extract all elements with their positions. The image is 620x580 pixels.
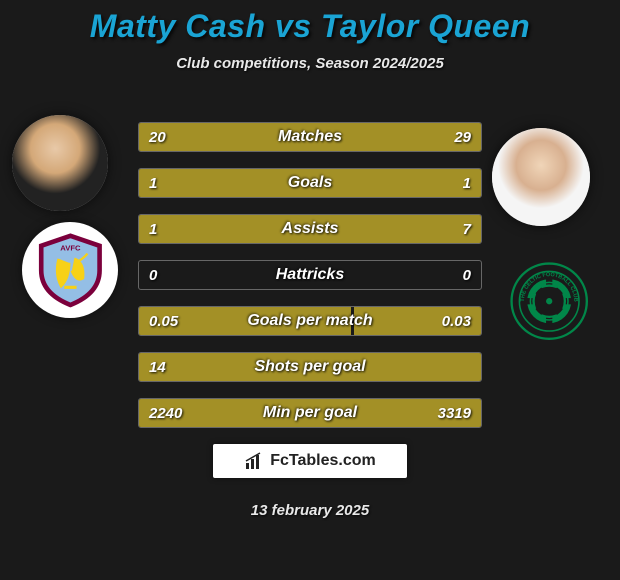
stat-value-left: 1 xyxy=(139,169,167,197)
page-title: Matty Cash vs Taylor Queen xyxy=(0,8,620,45)
aston-villa-crest-icon: AVFC xyxy=(32,232,109,309)
watermark-badge: FcTables.com xyxy=(213,444,407,478)
bar-left xyxy=(139,353,481,381)
subtitle: Club competitions, Season 2024/2025 xyxy=(0,55,620,72)
stat-value-right xyxy=(461,353,481,381)
svg-text:AVFC: AVFC xyxy=(60,243,81,252)
club-crest-left: AVFC xyxy=(22,222,118,318)
fctables-logo-icon xyxy=(244,451,264,471)
stat-value-left: 0 xyxy=(139,261,167,289)
bar-right xyxy=(183,215,481,243)
stat-row: 17Assists xyxy=(138,214,482,244)
player-right-avatar xyxy=(492,128,590,226)
stat-row: 0 0Hattricks xyxy=(138,260,482,290)
stat-value-right: 0.03 xyxy=(432,307,481,335)
stat-value-left: 2240 xyxy=(139,399,192,427)
stats-table: 2029Matches11Goals17Assists00Hattricks0.… xyxy=(138,122,482,444)
stat-row: 14Shots per goal xyxy=(138,352,482,382)
stat-value-right: 0 xyxy=(453,261,481,289)
stat-value-left: 0.05 xyxy=(139,307,188,335)
stat-value-right: 1 xyxy=(453,169,481,197)
player-left-avatar xyxy=(12,115,108,211)
stat-value-right: 29 xyxy=(444,123,481,151)
watermark-text: FcTables.com xyxy=(270,452,376,470)
player-right-photo xyxy=(492,128,590,226)
comparison-card: Matty Cash vs Taylor Queen Club competit… xyxy=(0,0,620,580)
stat-row: 11Goals xyxy=(138,168,482,198)
stat-value-left: 20 xyxy=(139,123,176,151)
player-left-photo xyxy=(12,115,108,211)
stat-value-right: 3319 xyxy=(428,399,481,427)
stat-label: Hattricks xyxy=(139,261,481,289)
stat-value-right: 7 xyxy=(453,215,481,243)
celtic-crest-icon: THE CELTIC FOOTBALL CLUB xyxy=(510,262,588,340)
stat-value-left: 14 xyxy=(139,353,176,381)
stat-row: 22403319Min per goal xyxy=(138,398,482,428)
stat-value-left: 1 xyxy=(139,215,167,243)
stat-row: 0.050.03Goals per match xyxy=(138,306,482,336)
date-label: 13 february 2025 xyxy=(0,502,620,519)
club-crest-right: THE CELTIC FOOTBALL CLUB xyxy=(500,252,598,350)
stat-row: 2029Matches xyxy=(138,122,482,152)
